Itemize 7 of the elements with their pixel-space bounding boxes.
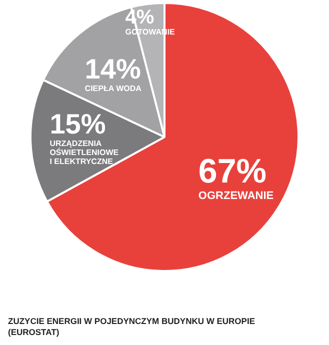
- slice-label: URZĄDZENIA OŚWIETLENIOWE I ELEKTRYCZNE: [50, 139, 120, 166]
- slice-label: CIEPŁA WODA: [84, 84, 142, 93]
- text: ZUZYCIE ENERGII W POJEDYNCZYM BUDYNKU W EUROPIE (EUROSTAT): [8, 316, 256, 338]
- data-label: 14%: [84, 53, 141, 84]
- slice-label: OGRZEWANIE: [198, 190, 274, 202]
- data-label: 15%: [50, 108, 106, 140]
- data-label: 67%: [198, 152, 266, 191]
